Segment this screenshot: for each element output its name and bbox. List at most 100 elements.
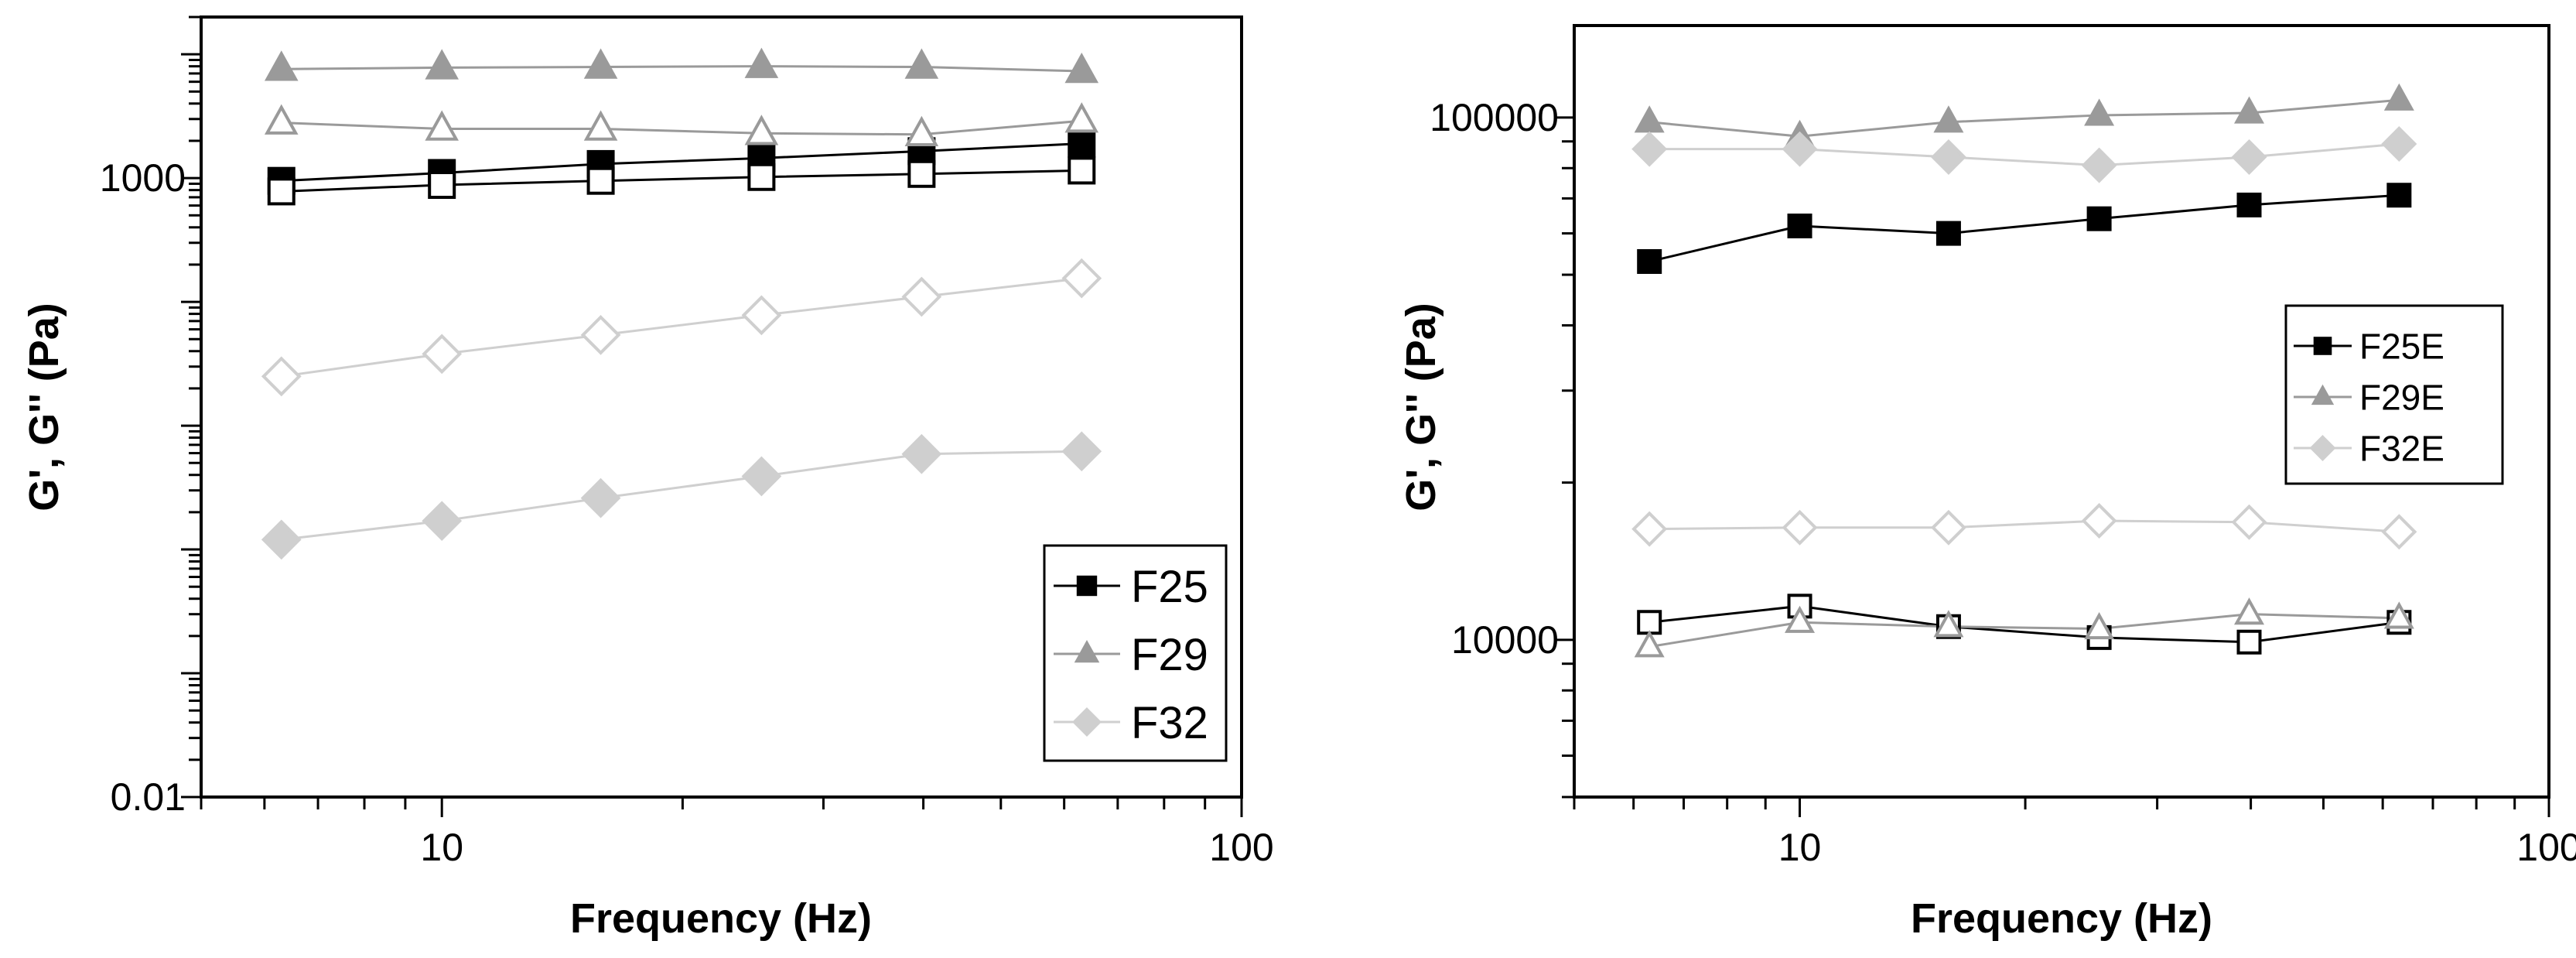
data-point-f25e (1637, 248, 1662, 274)
series-line-f32e (1649, 142, 2400, 167)
data-point-f29 (1064, 53, 1099, 84)
series-line-f25e (1648, 193, 2400, 263)
legend-marker (2311, 384, 2335, 405)
data-point-f25 (907, 159, 936, 188)
data-point-f25 (428, 171, 456, 200)
y-tick-label: 1000 (100, 156, 186, 200)
data-point-f29e (1785, 605, 1816, 633)
legend-marker (2313, 337, 2332, 355)
data-point-f29 (1064, 102, 1099, 133)
y-tick-label: 0.01 (111, 775, 186, 819)
data-point-f29 (425, 49, 460, 80)
x-tick-label: 100 (1209, 826, 1273, 869)
data-point-f29e (2383, 601, 2414, 629)
series-group (1631, 83, 2417, 658)
data-point-f32e (2231, 139, 2267, 175)
series-line-f32 (281, 450, 1082, 541)
data-point-f29 (744, 47, 779, 78)
data-point-f32 (1061, 258, 1102, 299)
data-point-f25 (1068, 129, 1096, 158)
data-point-f32 (741, 456, 782, 497)
series-line-f29 (281, 65, 1082, 73)
data-point-f25e (2386, 183, 2412, 208)
data-point-f32 (901, 433, 942, 474)
data-point-f32e (2081, 503, 2117, 539)
x-tick-label: 100 (2516, 826, 2576, 869)
x-tick-label: 10 (1778, 826, 1822, 869)
y-tick-label: 100000 (1430, 96, 1559, 139)
axis-ticks: 10 100 10000 100000 (1430, 96, 2576, 869)
data-point-f32 (580, 477, 621, 518)
chart-right: 10 100 10000 100000 Frequency (Hz) G', G'' … (1398, 24, 2576, 942)
series-line-f29e (1648, 613, 2400, 648)
legend-marker (1072, 707, 1102, 737)
data-point-f25 (1068, 156, 1096, 185)
data-point-f25e (1637, 610, 1662, 635)
legend-label: F32E (2359, 429, 2444, 469)
data-point-f29 (264, 50, 299, 81)
data-point-f25e (2236, 629, 2262, 655)
data-point-f25 (747, 163, 776, 191)
data-point-f29 (904, 115, 939, 147)
y-axis-label: G', G'' (Pa) (1398, 303, 1444, 512)
data-point-f29 (583, 110, 618, 141)
data-point-f29 (264, 104, 299, 135)
data-point-f32 (422, 501, 463, 542)
data-point-f32e (2381, 126, 2417, 163)
series-line-f32 (281, 277, 1082, 378)
y-tick-label: 10000 (1451, 618, 1559, 662)
data-point-f25e (1787, 213, 1812, 238)
series-line-f25 (281, 142, 1082, 183)
series-line-f32e (1649, 519, 2400, 533)
series-group (261, 47, 1102, 560)
data-point-f29 (425, 110, 460, 141)
data-point-f29e (2084, 98, 2115, 126)
data-point-f29 (904, 48, 939, 79)
axis-ticks: 10 100 0.01 1000 (100, 15, 1274, 869)
data-point-f32e (1930, 509, 1966, 546)
chart-left: 10 100 0.01 1000 Frequency (Hz) G', G'' (Pa… (21, 15, 1274, 942)
y-axis-label: G', G'' (Pa) (21, 303, 67, 512)
data-point-f29e (1634, 105, 1665, 133)
data-point-f32e (2231, 504, 2267, 540)
legend: F25E F29E F32E (2284, 304, 2504, 485)
plot-frame (200, 15, 1243, 799)
legend-label: F25 (1131, 562, 1208, 612)
data-point-f29e (2234, 96, 2265, 124)
data-point-f25e (1935, 221, 1961, 246)
data-point-f25 (586, 166, 615, 195)
data-point-f25 (267, 177, 296, 206)
series-line-f25 (281, 169, 1082, 193)
data-point-f32 (1061, 431, 1102, 472)
data-point-f25e (2086, 206, 2112, 231)
x-axis-label: Frequency (Hz) (570, 895, 872, 942)
data-point-f29e (2234, 597, 2265, 625)
plot-frame (1573, 24, 2550, 799)
data-point-f29e (1634, 630, 1665, 658)
data-point-f32e (1782, 509, 1818, 546)
x-axis-label: Frequency (Hz) (1911, 895, 2212, 942)
legend-label: F29E (2359, 378, 2444, 418)
legend-label: F25E (2359, 327, 2444, 367)
data-point-f32 (261, 519, 302, 560)
series-line-f29 (281, 119, 1082, 136)
series-line-f29e (1649, 98, 2400, 138)
legend-marker (1074, 639, 1100, 663)
data-point-f32 (741, 295, 782, 336)
data-point-f32 (422, 334, 463, 375)
legend-marker (1076, 575, 1098, 597)
series-line-f25e (1649, 604, 2400, 644)
data-point-f32e (1631, 131, 1668, 167)
data-point-f29e (1933, 610, 1964, 638)
legend-marker (2309, 435, 2336, 461)
data-point-f32e (1930, 139, 1966, 175)
data-point-f29e (2084, 612, 2115, 640)
data-point-f29 (583, 48, 618, 79)
data-point-f32e (2081, 147, 2117, 183)
data-point-f32 (580, 315, 621, 355)
data-point-f32e (1782, 131, 1818, 167)
x-tick-label: 10 (420, 826, 463, 869)
data-point-f29e (1933, 105, 1964, 133)
